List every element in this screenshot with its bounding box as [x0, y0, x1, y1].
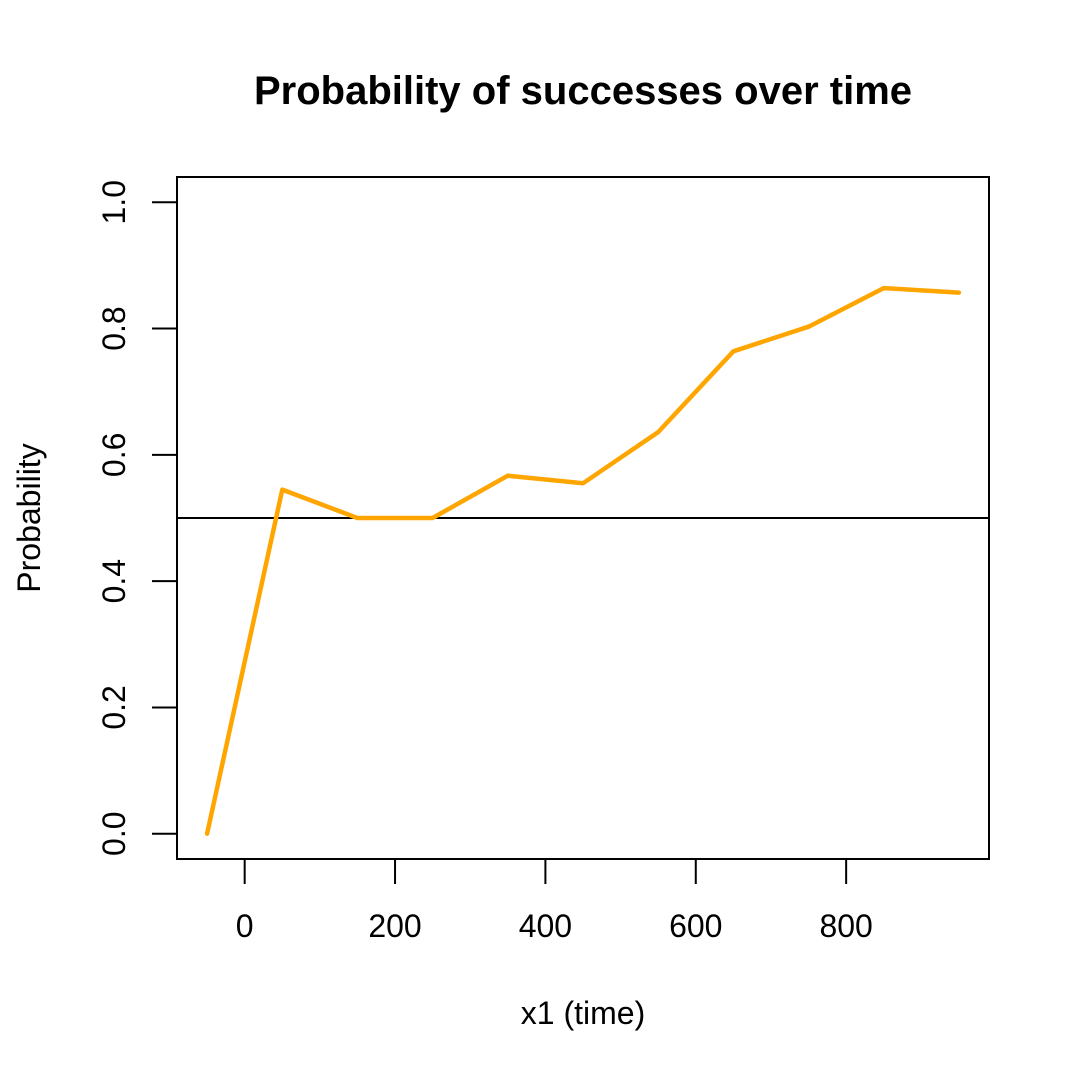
series-group — [204, 285, 962, 836]
series-line — [204, 285, 962, 836]
x-axis-label: x1 (time) — [521, 995, 645, 1031]
x-tick-label: 400 — [519, 908, 572, 944]
y-tick-label: 0.0 — [96, 811, 132, 855]
y-axis: 0.0 0.2 0.4 0.6 0.8 1.0 — [96, 180, 178, 856]
y-tick-label: 0.8 — [96, 306, 132, 350]
x-tick-label: 200 — [368, 908, 421, 944]
y-tick-label: 1.0 — [96, 180, 132, 224]
chart-title: Probability of successes over time — [254, 69, 912, 113]
y-tick-label: 0.6 — [96, 433, 132, 477]
x-tick-label: 0 — [236, 908, 254, 944]
x-tick-label: 800 — [819, 908, 872, 944]
y-tick-label: 0.4 — [96, 559, 132, 603]
y-axis-label: Probability — [11, 443, 47, 592]
x-tick-label: 600 — [669, 908, 722, 944]
x-axis: 0 200 400 600 800 — [236, 858, 873, 944]
y-tick-label: 0.2 — [96, 685, 132, 729]
